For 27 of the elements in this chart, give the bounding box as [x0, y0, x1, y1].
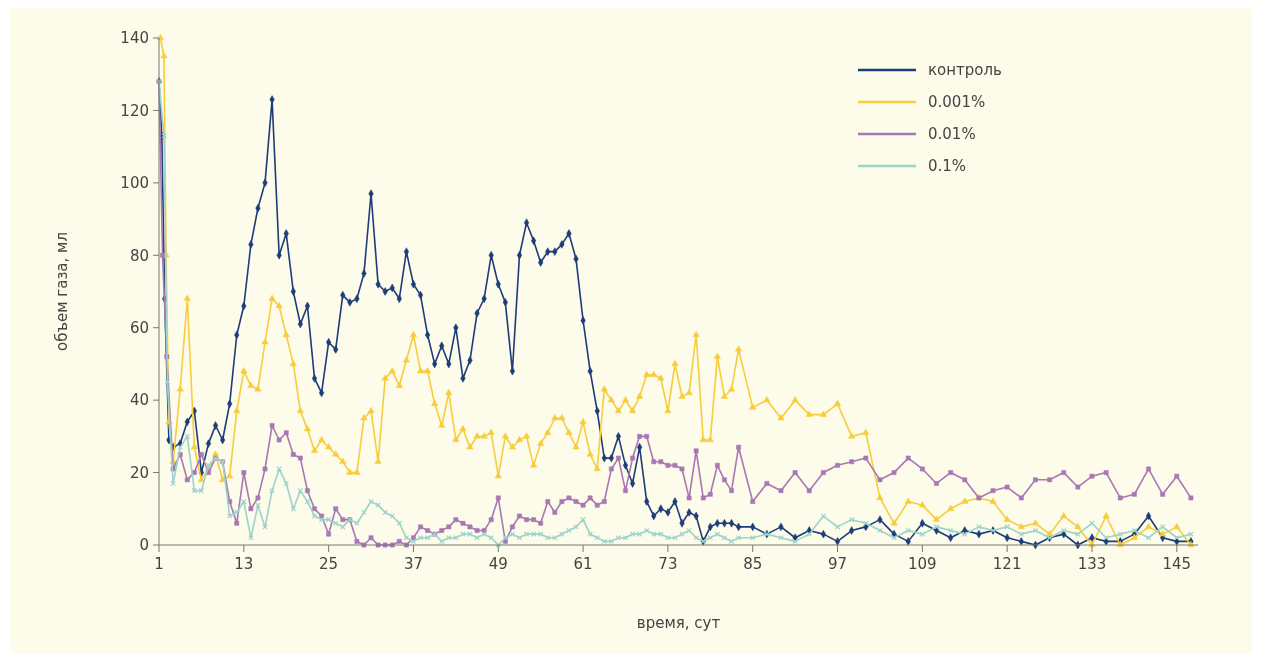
legend-label: контроль [928, 61, 1002, 80]
x-axis-title: время, сут [636, 614, 721, 632]
y-axis-title: объем газа, мл [53, 231, 71, 352]
y-tick-label: 20 [129, 463, 149, 482]
y-tick-label: 120 [120, 101, 149, 120]
y-tick-label: 60 [129, 318, 149, 337]
x-tick-label: 1 [154, 555, 164, 573]
x-tick-label: 25 [319, 555, 339, 573]
legend-label: 0.001% [928, 93, 986, 112]
x-tick-label: 73 [658, 555, 678, 573]
x-tick-label: 97 [827, 555, 848, 573]
y-tick-label: 80 [129, 246, 149, 265]
x-tick-label: 61 [573, 555, 593, 573]
y-tick-label: 140 [120, 29, 149, 48]
y-tick-label: 40 [129, 391, 149, 410]
legend-label: 0.01% [928, 125, 976, 144]
legend-label: 0.1% [928, 157, 967, 176]
x-tick-label: 85 [743, 555, 763, 573]
y-tick-label: 0 [139, 536, 149, 555]
x-tick-label: 13 [234, 555, 254, 573]
x-tick-label: 49 [488, 555, 508, 573]
x-tick-label: 145 [1162, 555, 1192, 573]
x-tick-label: 121 [992, 555, 1022, 573]
y-tick-label: 100 [120, 174, 149, 193]
x-tick-label: 37 [403, 555, 423, 573]
x-tick-label: 109 [908, 555, 937, 573]
x-tick-label: 133 [1077, 555, 1107, 573]
